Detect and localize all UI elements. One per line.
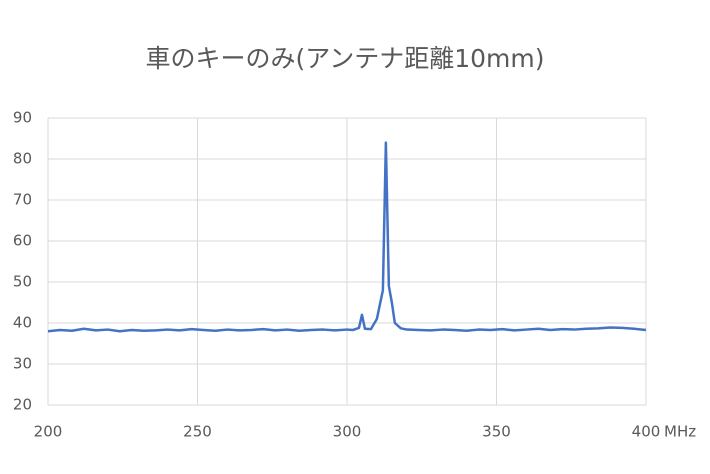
y-tick-label: 30 (13, 355, 32, 373)
chart-title: 車のキーのみ(アンテナ距離10mm) (145, 44, 544, 73)
y-tick-label: 40 (13, 314, 32, 332)
y-tick-label: 90 (13, 109, 32, 127)
x-tick-label: 300 (333, 423, 362, 441)
x-axis-label: MHz (664, 423, 696, 441)
y-tick-label: 80 (13, 150, 32, 168)
x-tick-label: 200 (34, 423, 63, 441)
data-line (47, 141, 647, 333)
x-tick-label: 350 (482, 423, 511, 441)
x-tick-label: 400 (632, 423, 661, 441)
y-tick-label: 70 (13, 191, 32, 209)
x-tick-label: 250 (183, 423, 212, 441)
y-tick-label: 50 (13, 273, 32, 291)
y-tick-label: 60 (13, 232, 32, 250)
y-tick-label: 20 (13, 396, 32, 414)
